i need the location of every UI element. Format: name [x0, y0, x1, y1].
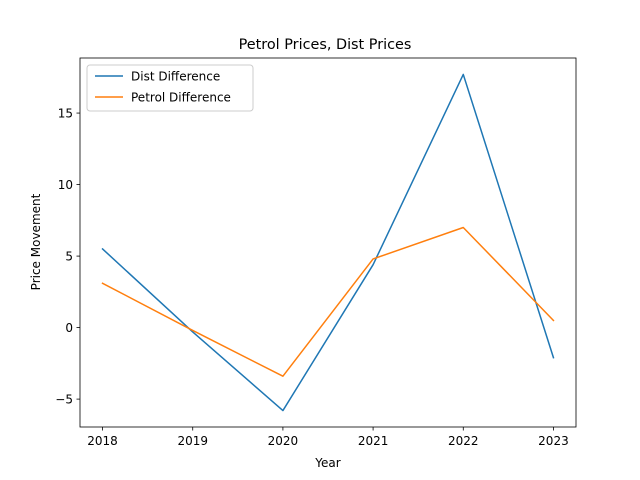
x-axis-label: Year — [314, 456, 340, 470]
x-tick-label: 2022 — [448, 434, 479, 448]
x-tick-label: 2018 — [87, 434, 118, 448]
y-tick-label: 0 — [65, 321, 73, 335]
legend: Dist Difference Petrol Difference — [86, 64, 254, 112]
x-tick-label: 2019 — [177, 434, 208, 448]
legend-box — [86, 64, 254, 112]
y-tick-label: 5 — [65, 250, 73, 264]
x-tick-label: 2021 — [358, 434, 389, 448]
series-line-1 — [101, 73, 555, 412]
plot-area: 2018 2019 2020 2021 2022 2023 −5 0 5 10 15 Dist Dif… — [55, 57, 577, 448]
axes-frame — [79, 57, 577, 428]
y-tick-label: 10 — [58, 178, 73, 192]
series-line-2 — [101, 226, 555, 377]
legend-label-2: Petrol Difference — [131, 91, 231, 105]
y-tick-label: 15 — [58, 107, 73, 121]
x-tick-label: 2020 — [268, 434, 299, 448]
chart-title: Petrol Prices, Dist Prices — [239, 37, 412, 53]
x-tick-label: 2023 — [538, 434, 569, 448]
y-axis-label: Price Movement — [29, 193, 43, 290]
y-tick-label: −5 — [55, 393, 73, 407]
legend-label-1: Dist Difference — [131, 70, 220, 84]
